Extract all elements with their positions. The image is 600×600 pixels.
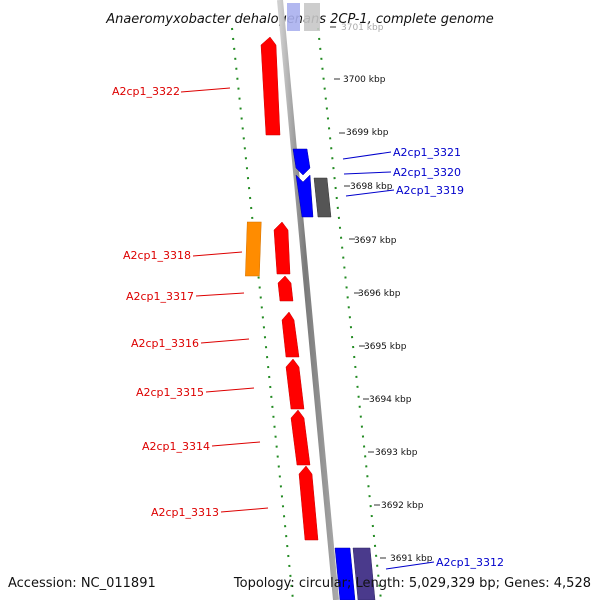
leader-line: [211, 441, 261, 447]
leader-line: [195, 292, 245, 297]
gene-label-a2cp1-3315[interactable]: A2cp1_3315: [136, 386, 204, 399]
gene-label-a2cp1-3316[interactable]: A2cp1_3316: [131, 337, 199, 350]
gene-label-a2cp1-3313[interactable]: A2cp1_3313: [151, 506, 219, 519]
tick-label-3691: 3691 kbp: [390, 554, 433, 564]
leader-line: [192, 251, 243, 257]
gene-label-a2cp1-3317[interactable]: A2cp1_3317: [126, 290, 194, 303]
gene-label-a2cp1-3314[interactable]: A2cp1_3314: [142, 440, 210, 453]
leader-line: [342, 151, 392, 160]
leader-line: [343, 171, 392, 175]
tick-label-3699: 3699 kbp: [346, 128, 389, 138]
tick-label-3692: 3692 kbp: [381, 501, 424, 511]
gene-label-a2cp1-3312[interactable]: A2cp1_3312: [436, 556, 504, 569]
gene-a2cp1-3316[interactable]: [281, 311, 300, 358]
tick-label-3696: 3696 kbp: [358, 289, 401, 299]
right-leader-lines: [342, 151, 435, 570]
gene-a2cp1-3320[interactable]: [295, 174, 314, 218]
gene-label-a2cp1-3322[interactable]: A2cp1_3322: [112, 85, 180, 98]
tick-label-3695: 3695 kbp: [364, 342, 407, 352]
gene-a2cp1-3314[interactable]: [290, 409, 311, 466]
leader-line: [385, 561, 435, 570]
leader-line: [180, 87, 231, 93]
left-dotted-track: [231, 27, 294, 600]
gene-a2cp1-3318[interactable]: [273, 221, 291, 275]
gene-a2cp1-3312[interactable]: [334, 547, 356, 600]
faded-gene-top-grey: [304, 3, 320, 31]
gene-neighbor-purple[interactable]: [352, 547, 376, 600]
faded-gene-top-blue: [287, 3, 300, 31]
leader-line: [200, 338, 250, 344]
gene-a2cp1-3315[interactable]: [285, 358, 305, 410]
gene-a2cp1-3322[interactable]: [260, 36, 281, 136]
gene-orange-feature[interactable]: [245, 221, 262, 277]
gene-a2cp1-3321[interactable]: [292, 148, 311, 176]
gene-label-a2cp1-3319[interactable]: A2cp1_3319: [396, 184, 464, 197]
gene-label-a2cp1-3318[interactable]: A2cp1_3318: [123, 249, 191, 262]
gene-a2cp1-3319[interactable]: [313, 177, 332, 218]
topology-text: Topology: circular; Length: 5,029,329 bp…: [233, 576, 591, 591]
ruler-ticks: [330, 26, 386, 559]
tick-label-3700: 3700 kbp: [343, 75, 386, 85]
tick-label-3697: 3697 kbp: [354, 236, 397, 246]
tick-label-3701: 3701 kbp: [341, 23, 384, 33]
leader-line: [345, 189, 395, 197]
gene-a2cp1-3317[interactable]: [277, 275, 294, 302]
accession-text: Accession: NC_011891: [8, 576, 156, 591]
leader-line: [220, 507, 269, 513]
gene-a2cp1-3313[interactable]: [298, 465, 319, 541]
gene-label-a2cp1-3320[interactable]: A2cp1_3320: [393, 166, 461, 179]
left-leader-lines: [180, 87, 269, 513]
genome-backbone: [277, 0, 339, 600]
tick-label-3694: 3694 kbp: [369, 395, 412, 405]
gene-label-a2cp1-3321[interactable]: A2cp1_3321: [393, 146, 461, 159]
leader-line: [205, 387, 255, 393]
tick-label-3693: 3693 kbp: [375, 448, 418, 458]
tick-label-3698: 3698 kbp: [350, 182, 393, 192]
